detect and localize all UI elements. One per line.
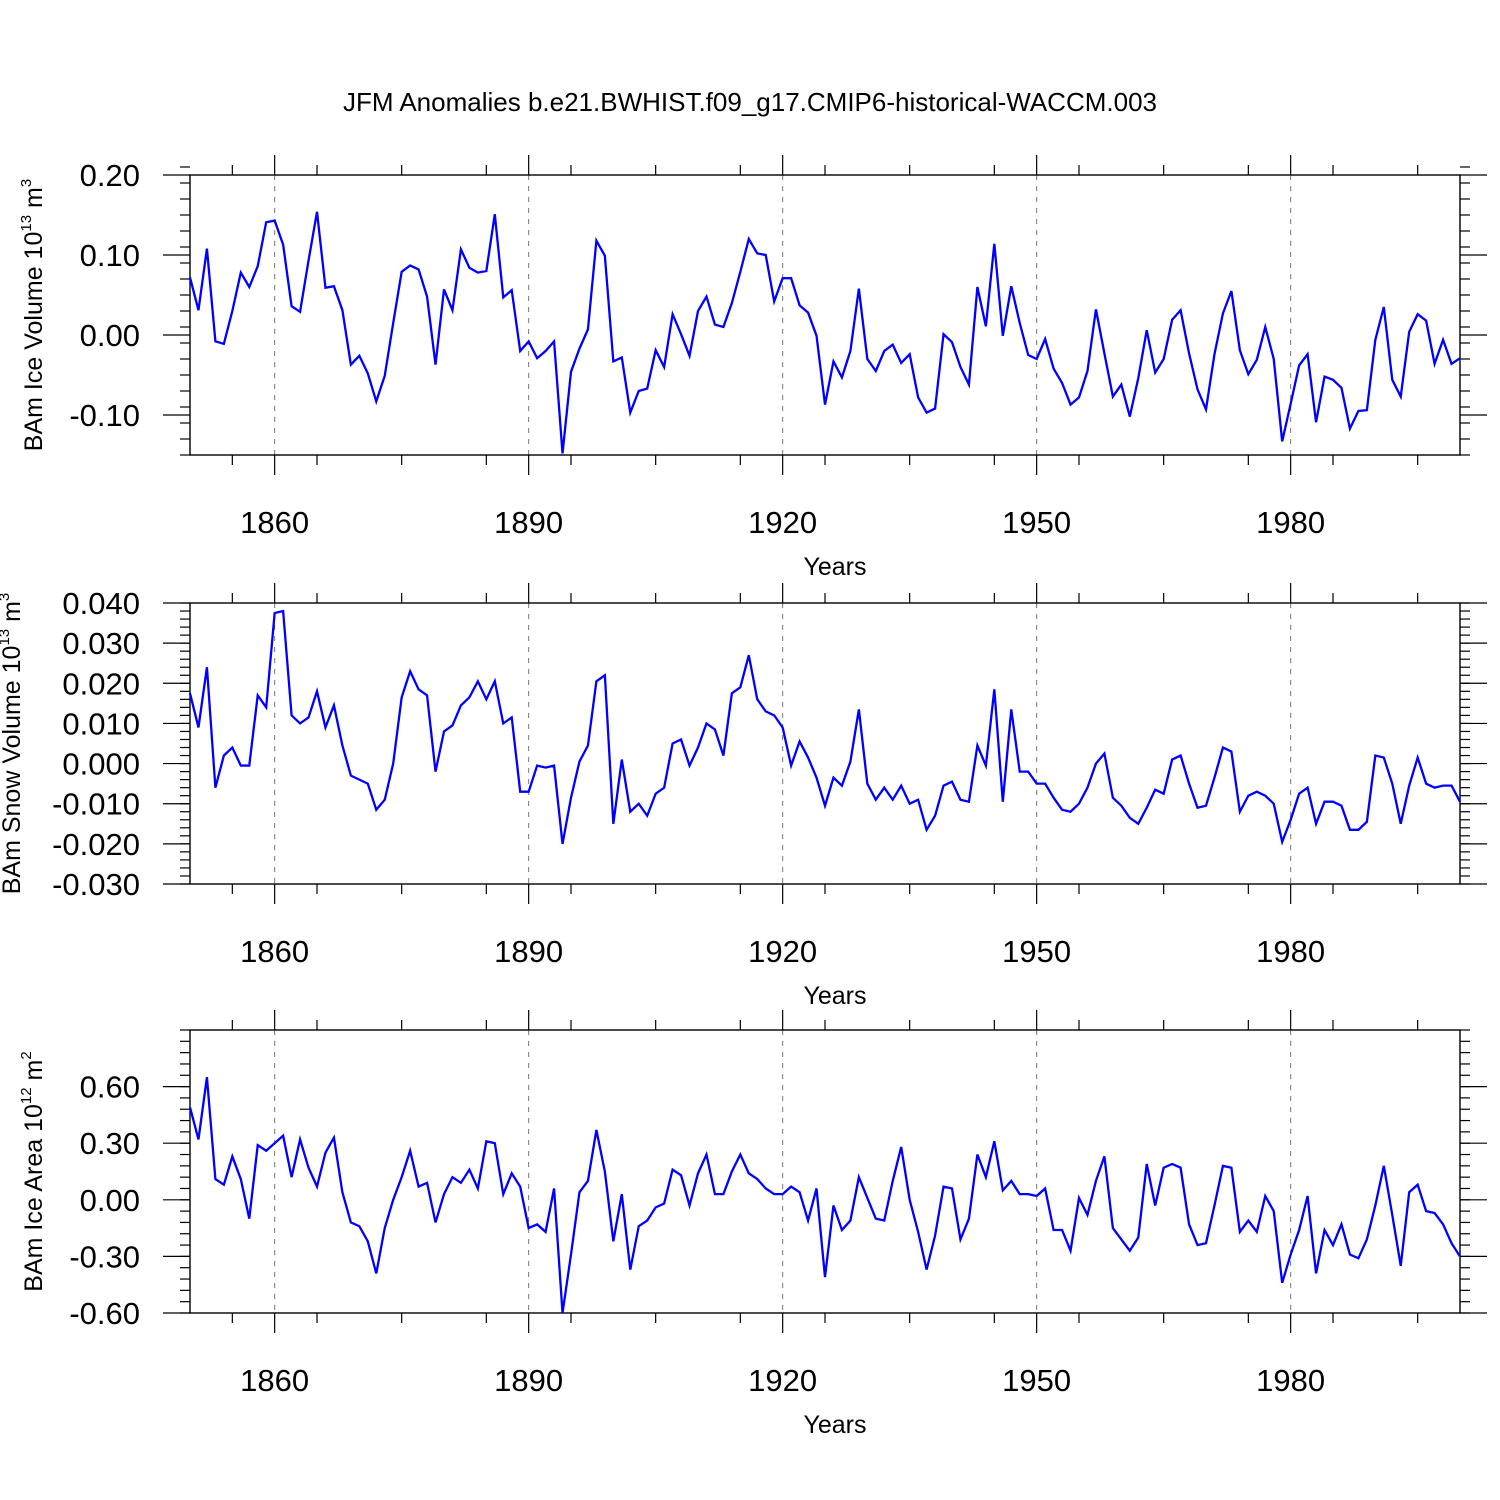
x-tick-label: 1980 bbox=[1256, 934, 1325, 969]
y-tick-label: 0.010 bbox=[62, 706, 140, 741]
y-tick-label: 0.60 bbox=[80, 1070, 140, 1105]
chart-title: JFM Anomalies b.e21.BWHIST.f09_g17.CMIP6… bbox=[343, 87, 1157, 117]
y-tick-label: 0.030 bbox=[62, 626, 140, 661]
y-tick-label: 0.000 bbox=[62, 747, 140, 782]
y-tick-label: -0.020 bbox=[52, 827, 140, 862]
x-tick-label: 1860 bbox=[240, 505, 309, 540]
x-tick-label: 1860 bbox=[240, 934, 309, 969]
plot-frame bbox=[189, 174, 1461, 456]
panel-2: 1860 1890 1920 1950 1980 -0.030 -0.020 -0.010 0.… bbox=[0, 583, 1487, 1010]
plot-frame bbox=[189, 602, 1461, 885]
y-tick-label: 0.20 bbox=[80, 158, 140, 193]
x-tick-label: 1890 bbox=[494, 1363, 563, 1398]
x-tick-label: 1980 bbox=[1256, 505, 1325, 540]
x-tick-label: 1950 bbox=[1002, 934, 1071, 969]
y-tick-label: -0.10 bbox=[69, 398, 140, 433]
panel-1: 1860 1890 1920 1950 1980 -0.10 0.00 0.10 0.20 Yea… bbox=[18, 155, 1487, 581]
x-tick-label: 1920 bbox=[748, 1363, 817, 1398]
x-tick-label: 1980 bbox=[1256, 1363, 1325, 1398]
y-tick-label: -0.60 bbox=[69, 1296, 140, 1331]
y-axis-label: BAm Snow Volume 1013 m3 bbox=[0, 593, 26, 895]
series-line bbox=[188, 211, 1461, 454]
y-tick-label: 0.040 bbox=[62, 586, 140, 621]
x-tick-label: 1890 bbox=[494, 934, 563, 969]
y-tick-label: -0.030 bbox=[52, 867, 140, 902]
y-tick-label: 0.30 bbox=[80, 1126, 140, 1161]
x-tick-label: 1860 bbox=[240, 1363, 309, 1398]
chart-panels: 1860 1890 1920 1950 1980 -0.10 0.00 0.10 0.20 Yea… bbox=[0, 155, 1487, 1439]
x-axis-label: Years bbox=[803, 1411, 866, 1439]
y-tick-label: 0.10 bbox=[80, 238, 140, 273]
x-tick-label: 1950 bbox=[1002, 505, 1071, 540]
y-tick-label: 0.00 bbox=[80, 1183, 140, 1218]
y-tick-label: -0.010 bbox=[52, 787, 140, 822]
series-line bbox=[188, 1077, 1461, 1314]
plot-frame bbox=[189, 1029, 1461, 1314]
y-tick-label: 0.020 bbox=[62, 666, 140, 701]
y-tick-label: 0.00 bbox=[80, 318, 140, 353]
x-tick-label: 1920 bbox=[748, 505, 817, 540]
x-axis-label: Years bbox=[803, 982, 866, 1010]
x-tick-label: 1890 bbox=[494, 505, 563, 540]
panel-3: 1860 1890 1920 1950 1980 -0.60 -0.30 0.00 0.30 0.… bbox=[18, 1010, 1487, 1439]
x-tick-label: 1950 bbox=[1002, 1363, 1071, 1398]
x-tick-label: 1920 bbox=[748, 934, 817, 969]
y-tick-label: -0.30 bbox=[69, 1239, 140, 1274]
series-line bbox=[188, 609, 1462, 846]
x-axis-label: Years bbox=[803, 553, 866, 581]
y-axis-label: BAm Ice Area 1012 m2 bbox=[18, 1051, 48, 1291]
y-axis-label: BAm Ice Volume 1013 m3 bbox=[18, 179, 48, 451]
